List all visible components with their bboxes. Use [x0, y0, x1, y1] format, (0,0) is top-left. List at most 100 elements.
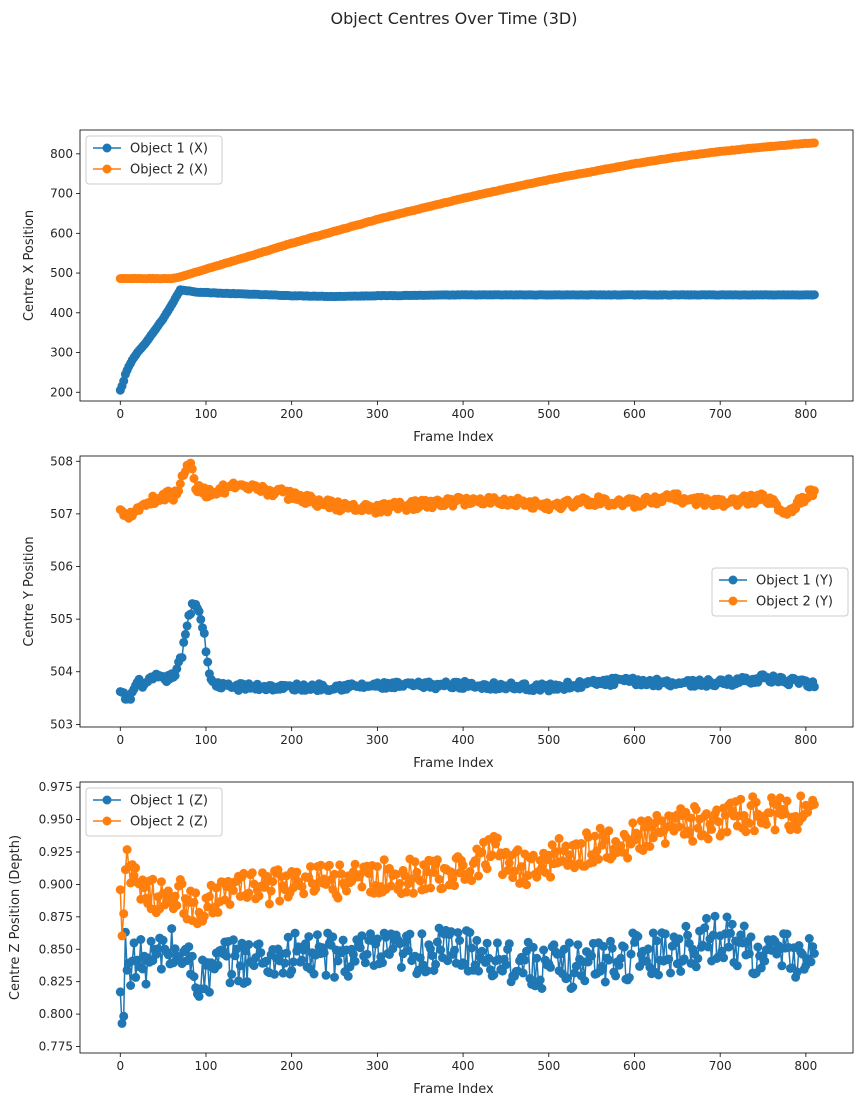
data-point [782, 796, 792, 806]
data-point [342, 886, 351, 896]
data-point [594, 854, 603, 864]
legend-marker [102, 816, 112, 826]
legend-label: Object 2 (Z) [130, 815, 208, 830]
series-3-1 [115, 911, 819, 1028]
data-point [648, 833, 658, 843]
y-tick-label: 500 [50, 266, 73, 280]
data-point [535, 975, 545, 985]
data-point [203, 902, 213, 912]
data-point [225, 978, 235, 988]
data-point [336, 869, 346, 879]
data-point [513, 845, 523, 855]
data-point [775, 793, 785, 803]
data-point [616, 953, 626, 963]
x-tick-label: 300 [366, 1059, 389, 1073]
y-tick-label: 507 [50, 507, 73, 521]
data-point [576, 839, 586, 848]
series-3-2 [115, 791, 819, 941]
data-point [256, 948, 266, 958]
x-tick-label: 800 [794, 733, 817, 747]
data-point [268, 877, 278, 887]
data-point [765, 808, 775, 818]
data-point [559, 944, 569, 954]
data-point [395, 879, 405, 888]
data-point [691, 962, 701, 972]
data-point [619, 942, 629, 952]
chart-3: 0 100 200 300 400 500 600 700 800 0.775 0.800 0.825… [8, 780, 854, 1097]
data-point [335, 860, 345, 870]
data-point [158, 935, 168, 945]
data-point [407, 874, 417, 884]
legend-label: Object 1 (Z) [130, 794, 208, 809]
data-point [204, 892, 214, 901]
data-point [426, 944, 435, 954]
y-tick-label: 505 [50, 612, 73, 626]
data-point [693, 823, 703, 833]
data-point [660, 839, 670, 848]
data-point [806, 957, 816, 967]
series-markers [115, 791, 819, 941]
data-point [564, 938, 574, 948]
data-point [278, 968, 288, 978]
data-point [182, 621, 192, 631]
data-point [254, 891, 264, 901]
data-point [283, 932, 293, 942]
data-point [633, 932, 643, 941]
data-point [796, 791, 806, 801]
y-tick-label: 0.925 [39, 845, 73, 859]
data-point [194, 991, 204, 1001]
legend-label: Object 1 (X) [130, 142, 208, 157]
data-point [720, 810, 730, 820]
data-point [458, 860, 468, 870]
data-point [415, 953, 425, 963]
data-point [163, 950, 173, 960]
data-point [131, 972, 141, 982]
data-point [186, 609, 196, 619]
data-point [180, 629, 190, 639]
data-point [482, 938, 492, 948]
x-tick-label: 600 [623, 1059, 646, 1073]
data-point [156, 877, 166, 887]
data-point [809, 799, 819, 809]
data-point [703, 942, 713, 952]
data-point [590, 831, 600, 841]
data-point [522, 880, 531, 890]
data-point [674, 822, 684, 832]
data-point [213, 907, 223, 917]
data-point [753, 942, 763, 952]
y-tick-label: 800 [50, 147, 73, 161]
y-axis-label: Centre X Position [22, 210, 37, 321]
data-point [652, 936, 662, 946]
data-point [350, 956, 360, 966]
data-point [412, 867, 422, 877]
data-point [432, 937, 442, 947]
data-point [225, 900, 235, 909]
y-axis-label: Centre Z Position (Depth) [8, 835, 23, 1000]
data-point [600, 977, 610, 987]
data-point [330, 972, 339, 982]
data-point [628, 818, 638, 828]
series-2-1 [115, 599, 819, 704]
data-point [727, 919, 737, 929]
data-point [227, 969, 237, 979]
data-point [551, 847, 561, 857]
x-tick-label: 800 [794, 1059, 817, 1073]
data-point [237, 938, 247, 948]
x-tick-label: 700 [709, 407, 732, 421]
data-point [679, 954, 689, 964]
data-point [343, 971, 353, 981]
data-point [756, 963, 766, 973]
data-point [372, 934, 382, 944]
data-point [614, 960, 624, 970]
data-point [115, 987, 125, 997]
data-point [702, 809, 711, 819]
data-point [402, 887, 411, 897]
data-point [618, 847, 627, 857]
data-point [184, 942, 194, 952]
data-point [179, 637, 189, 647]
data-point [136, 935, 146, 944]
x-tick-label: 300 [366, 407, 389, 421]
data-point [309, 969, 319, 979]
series-markers [115, 458, 819, 523]
axes-frame [79, 129, 854, 402]
